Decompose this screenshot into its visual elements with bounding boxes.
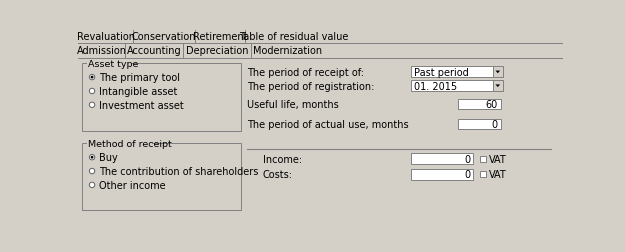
Text: Income:: Income: bbox=[262, 154, 302, 164]
Text: Useful life, months: Useful life, months bbox=[247, 100, 339, 110]
Bar bbox=[411, 154, 473, 165]
Text: Other income: Other income bbox=[99, 180, 166, 190]
Text: 0: 0 bbox=[464, 169, 470, 179]
Text: Investment asset: Investment asset bbox=[99, 100, 184, 110]
Circle shape bbox=[89, 169, 95, 174]
Circle shape bbox=[89, 182, 95, 188]
Text: The primary tool: The primary tool bbox=[99, 73, 180, 83]
Bar bbox=[492, 81, 503, 91]
Bar bbox=[87, 61, 132, 67]
Text: Buy: Buy bbox=[99, 152, 118, 163]
Bar bbox=[479, 156, 486, 162]
Circle shape bbox=[91, 76, 94, 79]
Circle shape bbox=[89, 103, 95, 108]
Polygon shape bbox=[496, 71, 500, 74]
Text: Revaluation: Revaluation bbox=[78, 32, 136, 42]
Text: Admission: Admission bbox=[77, 46, 127, 56]
Polygon shape bbox=[496, 85, 500, 88]
Text: 60: 60 bbox=[485, 100, 498, 110]
Bar bbox=[458, 99, 501, 110]
Bar bbox=[411, 81, 492, 91]
Text: Conservation: Conservation bbox=[132, 32, 196, 42]
Text: VAT: VAT bbox=[489, 154, 507, 164]
Bar bbox=[78, 44, 562, 59]
Bar bbox=[411, 67, 492, 78]
Text: Intangible asset: Intangible asset bbox=[99, 87, 178, 97]
Text: Costs:: Costs: bbox=[262, 169, 292, 179]
Text: VAT: VAT bbox=[489, 169, 507, 179]
Bar bbox=[492, 67, 503, 78]
Text: The contribution of shareholders: The contribution of shareholders bbox=[99, 166, 258, 176]
Bar bbox=[458, 119, 501, 130]
Text: Depreciation: Depreciation bbox=[186, 46, 248, 56]
Text: 0: 0 bbox=[491, 120, 498, 130]
Text: Retirement: Retirement bbox=[192, 32, 248, 42]
Text: The period of registration:: The period of registration: bbox=[247, 81, 374, 91]
Circle shape bbox=[89, 89, 95, 94]
Bar bbox=[411, 169, 473, 180]
Bar bbox=[82, 144, 241, 210]
Text: Past period: Past period bbox=[414, 68, 469, 77]
Text: The period of actual use, months: The period of actual use, months bbox=[247, 120, 409, 130]
Text: 01. 2015: 01. 2015 bbox=[414, 81, 458, 91]
Bar bbox=[82, 64, 241, 132]
Text: Table of residual value: Table of residual value bbox=[239, 32, 348, 42]
Text: 0: 0 bbox=[464, 154, 470, 164]
Circle shape bbox=[91, 156, 94, 159]
Bar bbox=[479, 171, 486, 177]
Bar bbox=[78, 30, 562, 44]
Circle shape bbox=[89, 155, 95, 160]
Text: Asset type: Asset type bbox=[88, 59, 139, 69]
Circle shape bbox=[89, 75, 95, 80]
Text: Method of receipt: Method of receipt bbox=[88, 139, 172, 148]
Bar bbox=[87, 141, 152, 147]
Text: The period of receipt of:: The period of receipt of: bbox=[247, 68, 364, 77]
Bar bbox=[78, 59, 562, 224]
Text: Accounting: Accounting bbox=[127, 46, 181, 56]
Text: Modernization: Modernization bbox=[253, 46, 322, 56]
